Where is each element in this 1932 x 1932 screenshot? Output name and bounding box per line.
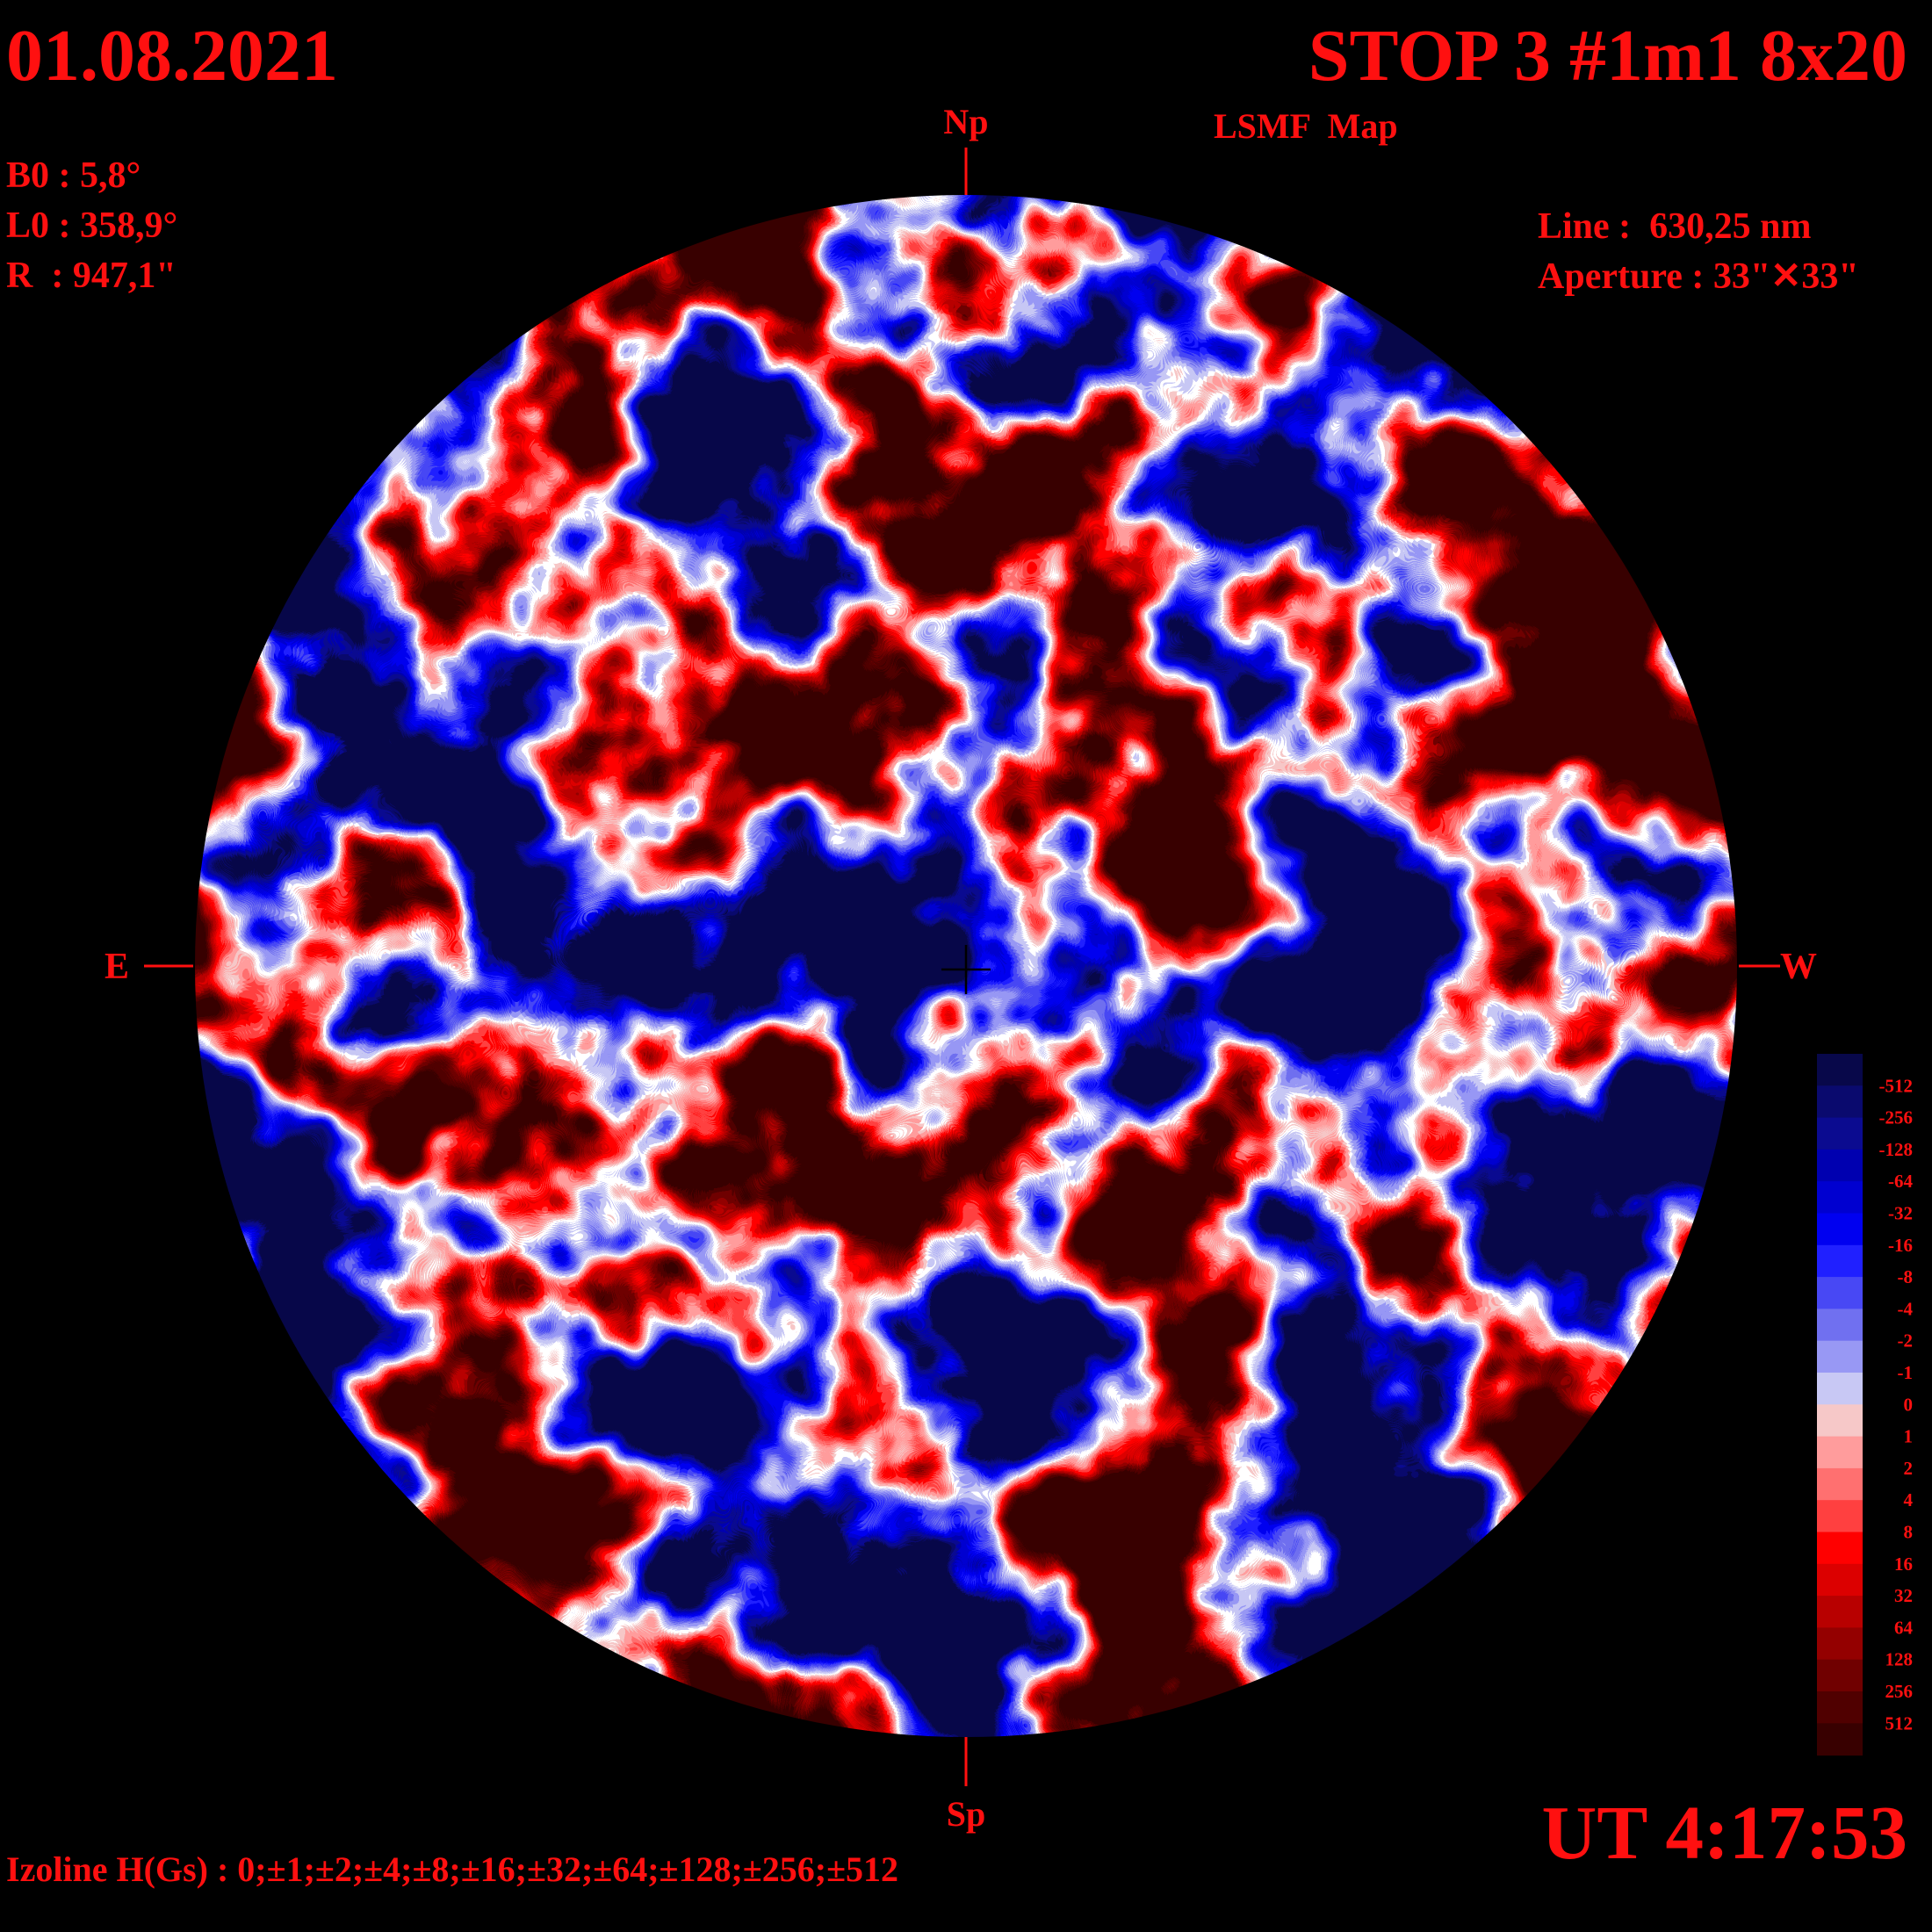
center-cross <box>941 945 991 994</box>
colorbar-segment <box>1817 1213 1863 1246</box>
colorbar: -512 -256 -128 -64 -32 -16 -8 -4 -2 -1 0 1 2 4 8 16 32 64… <box>1817 1054 1914 1756</box>
colorbar-segment <box>1817 1054 1863 1086</box>
colorbar-label: 256 <box>1885 1681 1914 1702</box>
parameter: L0 : 358,9° <box>6 205 177 246</box>
colorbar-label: -16 <box>1888 1235 1913 1256</box>
south-label: Sp <box>947 1794 986 1834</box>
east-label: E <box>105 947 129 987</box>
colorbar-label: -2 <box>1898 1330 1914 1352</box>
colorbar-segment <box>1817 1500 1863 1532</box>
colorbar-label: -512 <box>1879 1075 1914 1096</box>
colorbar-label: 512 <box>1885 1712 1914 1734</box>
colorbar-segment <box>1817 1404 1863 1438</box>
instrument-aperture: Aperture : 33"✕33" <box>1538 256 1859 297</box>
colorbar-label: 32 <box>1894 1585 1913 1606</box>
colorbar-segment <box>1817 1467 1863 1501</box>
colorbar-segment <box>1817 1723 1863 1756</box>
colorbar-segment <box>1817 1563 1863 1597</box>
colorbar-segment <box>1817 1691 1863 1724</box>
colorbar-label: -256 <box>1879 1107 1914 1128</box>
colorbar-segment <box>1817 1308 1863 1342</box>
colorbar-label: 64 <box>1894 1617 1914 1638</box>
colorbar-label: -128 <box>1879 1139 1914 1160</box>
title: STOP 3 #1m1 8x20 <box>1308 15 1907 97</box>
colorbar-label: 1 <box>1904 1426 1914 1447</box>
colorbar-label: -4 <box>1898 1298 1914 1319</box>
footer: Izoline H(Gs) : 0;±1;±2;±4;±8;±16;±32;±6… <box>6 1849 898 1889</box>
colorbar-segment <box>1817 1277 1863 1309</box>
date: 01.08.2021 <box>6 15 338 97</box>
colorbar-segment <box>1817 1373 1863 1405</box>
colorbar-label: 128 <box>1885 1649 1914 1670</box>
colorbar-segment <box>1817 1085 1863 1119</box>
colorbar-label: -8 <box>1898 1266 1914 1287</box>
colorbar-label: -32 <box>1888 1203 1913 1224</box>
colorbar-segment <box>1817 1340 1863 1373</box>
west-label: W <box>1780 947 1817 987</box>
subtitle: LSMF Map <box>1214 106 1398 146</box>
colorbar-label: -1 <box>1898 1362 1914 1383</box>
colorbar-segment <box>1817 1436 1863 1469</box>
colorbar-segment <box>1817 1181 1863 1214</box>
instrument-line: Line : 630,25 nm <box>1538 206 1812 247</box>
colorbar-label: 2 <box>1904 1458 1914 1479</box>
colorbar-label: 0 <box>1904 1394 1914 1415</box>
colorbar-segment <box>1817 1244 1863 1278</box>
colorbar-label: 4 <box>1904 1489 1914 1510</box>
colorbar-label: 8 <box>1904 1522 1914 1543</box>
colorbar-segment <box>1817 1532 1863 1565</box>
colorbar-segment <box>1817 1596 1863 1628</box>
colorbar-segment <box>1817 1627 1863 1661</box>
compass-ticks <box>144 148 1780 1786</box>
colorbar-label: -64 <box>1888 1171 1913 1192</box>
parameter: B0 : 5,8° <box>6 155 141 196</box>
colorbar-segment <box>1817 1659 1863 1692</box>
time: UT 4:17:53 <box>1542 1790 1907 1875</box>
parameter: R : 947,1" <box>6 256 177 296</box>
north-label: Np <box>943 102 988 141</box>
colorbar-segment <box>1817 1117 1863 1150</box>
colorbar-label: 16 <box>1894 1554 1913 1575</box>
colorbar-segment <box>1817 1149 1863 1182</box>
